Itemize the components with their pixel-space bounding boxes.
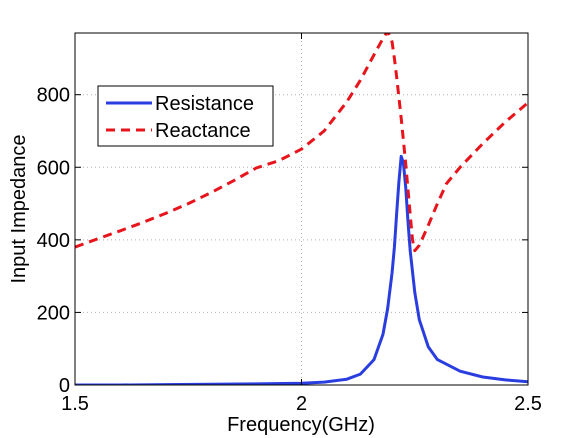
y-tick-label: 400	[37, 230, 70, 252]
legend-box	[97, 85, 274, 147]
data-series	[75, 33, 528, 385]
x-tick-label: 2.5	[514, 393, 542, 415]
y-tick-label: 200	[37, 302, 70, 324]
series-line-resistance	[75, 154, 528, 385]
y-tick-label: 800	[37, 85, 70, 107]
y-axis-title: Input Impedance	[8, 135, 30, 284]
legend-label-resistance: Resistance	[155, 93, 254, 115]
axis-ticks: 1.5 2 2.5 0 200 400 600 800	[37, 33, 542, 415]
x-axis-title: Frequency(GHz)	[227, 414, 375, 436]
y-tick-label: 600	[37, 157, 70, 179]
grid	[75, 33, 528, 385]
legend: Resistance Reactance	[97, 85, 274, 147]
y-tick-label: 0	[59, 375, 70, 397]
series-line-reactance	[75, 33, 528, 253]
legend-label-reactance: Reactance	[155, 120, 251, 142]
x-tick-label: 1.5	[61, 393, 89, 415]
x-tick-label: 2	[296, 393, 307, 415]
